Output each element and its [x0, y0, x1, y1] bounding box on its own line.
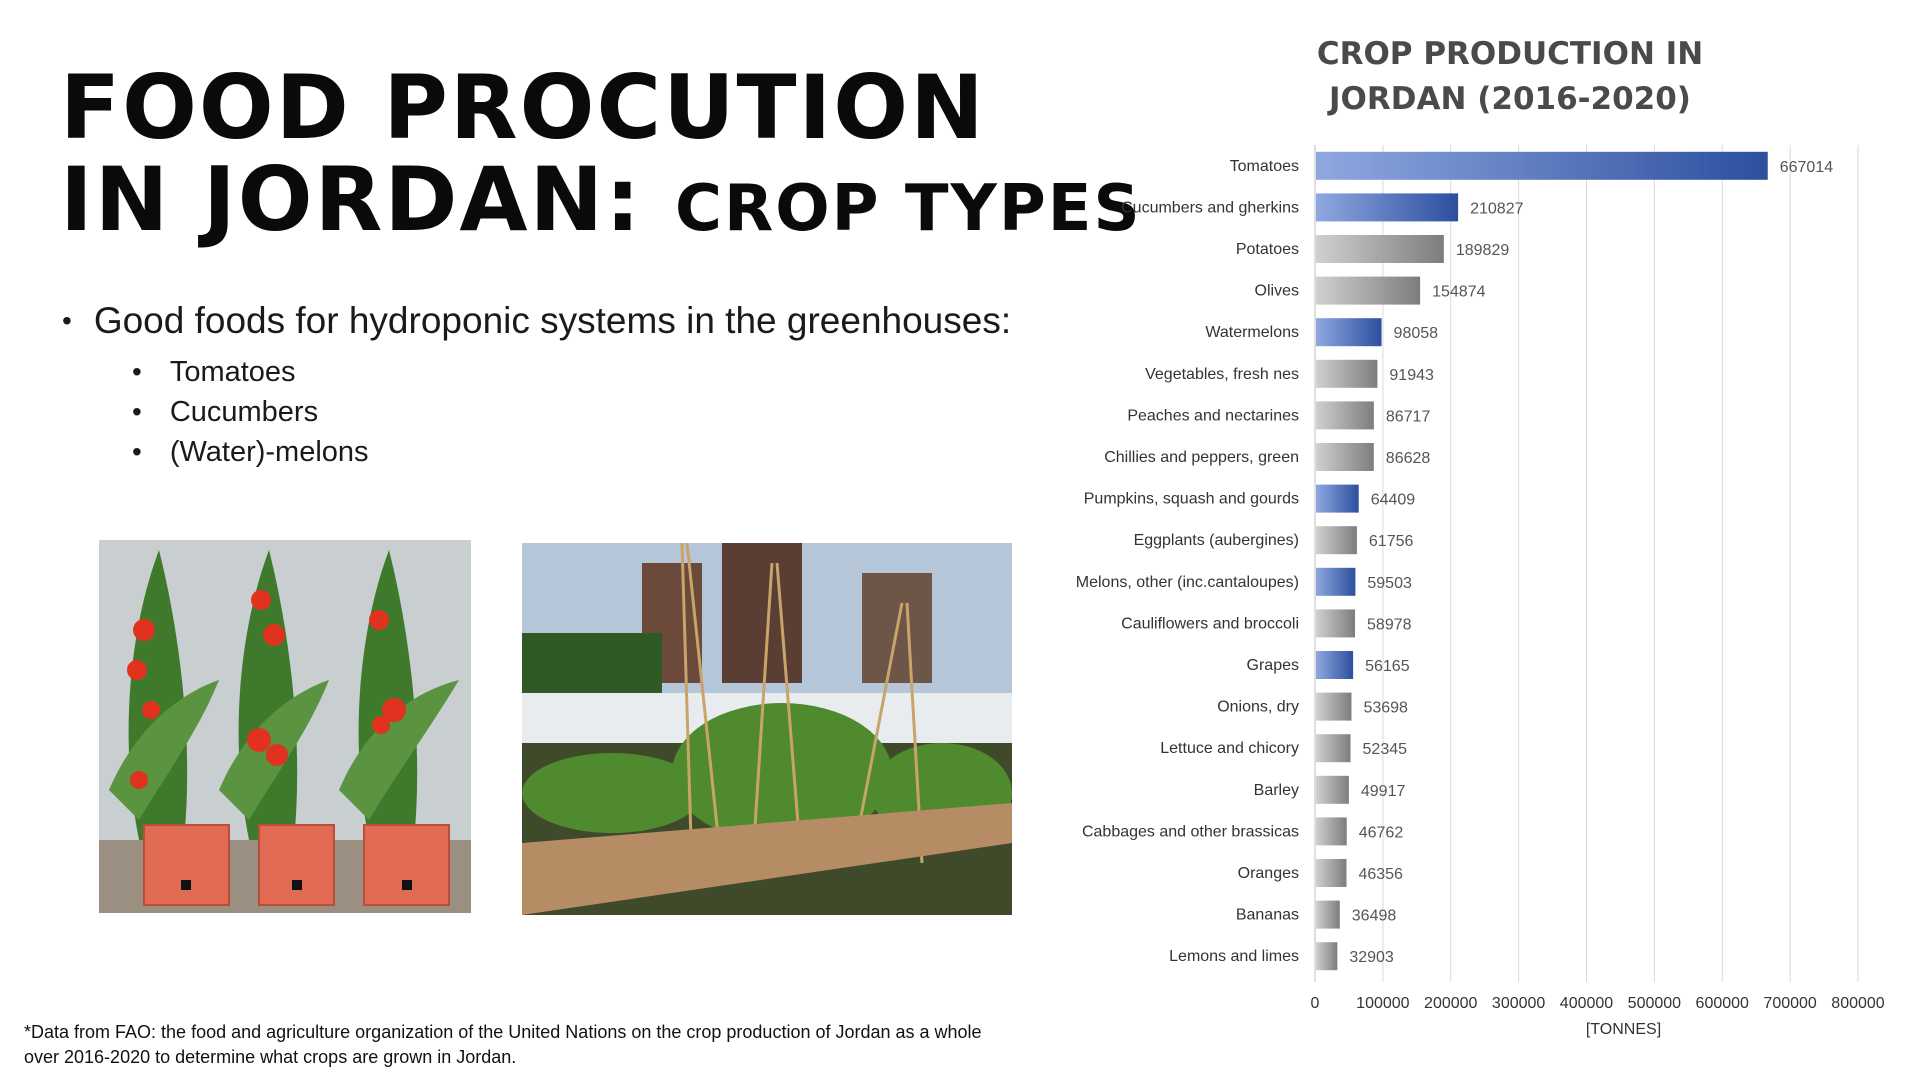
sub-bullet-list: • Tomatoes • Cucumbers • (Water)-melons: [132, 352, 1011, 472]
crop-production-bar-chart: Tomatoes 667014 Cucumbers and gherkins 2108…: [1076, 145, 1885, 1038]
sub-bullet-item: • Cucumbers: [132, 392, 1011, 432]
bar: [1316, 775, 1349, 804]
category-label: Watermelons: [1205, 324, 1299, 341]
bar: [1316, 484, 1359, 513]
sub-bullet-item: • Tomatoes: [132, 352, 1011, 392]
bar: [1316, 318, 1382, 347]
category-label: Chillies and peppers, green: [1104, 449, 1299, 466]
title-line-2a: IN JORDAN:: [60, 148, 643, 251]
rooftop-garden-photo: [522, 543, 1012, 915]
category-label: Onions, dry: [1217, 699, 1299, 716]
data-label: 56165: [1365, 658, 1410, 675]
category-label: Tomatoes: [1230, 158, 1299, 175]
bullet-dot-icon: •: [132, 436, 142, 467]
bar: [1316, 401, 1374, 430]
bar: [1316, 900, 1340, 929]
sub-bullet-item: • (Water)-melons: [132, 432, 1011, 472]
category-label: Cucumbers and gherkins: [1121, 199, 1299, 216]
data-label: 58978: [1367, 616, 1412, 633]
bar: [1316, 942, 1338, 971]
category-label: Cabbages and other brassicas: [1082, 823, 1299, 840]
category-label: Grapes: [1247, 657, 1299, 674]
data-label: 210827: [1470, 200, 1523, 217]
bar: [1316, 567, 1356, 596]
bar: [1316, 692, 1352, 721]
x-tick-label: 600000: [1696, 995, 1749, 1012]
bar: [1316, 734, 1351, 763]
bar: [1316, 359, 1378, 388]
chart-title-line-2: JORDAN (2016-2020): [1329, 81, 1691, 117]
bar: [1316, 859, 1347, 887]
sub-bullet-text: (Water)-melons: [169, 435, 369, 468]
x-tick-label: 700000: [1763, 995, 1816, 1012]
bar: [1316, 235, 1444, 263]
x-tick-label: 400000: [1560, 995, 1613, 1012]
bar: [1316, 609, 1356, 638]
category-label: Peaches and nectarines: [1127, 407, 1299, 424]
data-label: 46356: [1358, 866, 1403, 883]
category-label: Bananas: [1236, 907, 1299, 924]
data-label: 46762: [1359, 824, 1404, 841]
data-label: 667014: [1780, 159, 1833, 176]
chart-title-line-1: CROP PRODUCTION IN: [1316, 36, 1704, 72]
data-label: 36498: [1352, 908, 1397, 925]
x-tick-label: 300000: [1492, 995, 1545, 1012]
category-label: Lettuce and chicory: [1160, 740, 1299, 757]
category-label: Barley: [1254, 782, 1299, 799]
bar: [1316, 443, 1374, 471]
data-label: 154874: [1432, 284, 1485, 301]
category-label: Olives: [1255, 283, 1299, 300]
bullet-dot-icon: •: [62, 305, 72, 336]
bar: [1316, 193, 1459, 222]
bullet-dot-icon: •: [132, 396, 142, 427]
slide-title: FOOD PROCUTION IN JORDAN: CROP TYPES: [60, 62, 1142, 255]
bar: [1316, 817, 1347, 846]
data-label: 52345: [1363, 741, 1408, 758]
category-label: Potatoes: [1236, 241, 1299, 258]
title-line-1: FOOD PROCUTION: [60, 56, 986, 159]
footnote: *Data from FAO: the food and agriculture…: [24, 1022, 982, 1067]
x-tick-label: 800000: [1831, 995, 1884, 1012]
data-label: 91943: [1389, 367, 1434, 384]
data-label: 98058: [1394, 325, 1439, 342]
bullet-dot-icon: •: [132, 356, 142, 387]
x-tick-label: 0: [1311, 995, 1320, 1012]
chart-title: CROP PRODUCTION IN JORDAN (2016-2020): [1260, 32, 1760, 122]
tomato-plants-photo: [99, 540, 471, 913]
data-label: 64409: [1371, 492, 1416, 509]
data-label: 53698: [1363, 700, 1408, 717]
x-tick-label: 500000: [1628, 995, 1681, 1012]
sub-bullet-text: Tomatoes: [169, 355, 296, 388]
category-label: Pumpkins, squash and gourds: [1084, 491, 1299, 508]
x-tick-label: 100000: [1356, 995, 1409, 1012]
x-tick-label: 200000: [1424, 995, 1477, 1012]
category-label: Oranges: [1238, 865, 1299, 882]
data-label: 32903: [1349, 949, 1394, 966]
bullet-item: • Good foods for hydroponic systems in t…: [62, 300, 1011, 342]
bars: [1316, 151, 1768, 971]
data-label: 49917: [1361, 783, 1406, 800]
category-label: Lemons and limes: [1169, 948, 1299, 965]
bar: [1316, 276, 1421, 305]
bar: [1316, 526, 1357, 555]
data-label: 61756: [1369, 533, 1414, 550]
bar: [1316, 651, 1354, 679]
data-label: 86628: [1386, 450, 1431, 467]
category-label: Cauliflowers and broccoli: [1121, 615, 1299, 632]
data-label: 59503: [1367, 575, 1412, 592]
category-label: Vegetables, fresh nes: [1145, 366, 1299, 383]
bar: [1316, 151, 1768, 180]
title-line-2b: CROP TYPES: [674, 172, 1142, 246]
bullet-list: • Good foods for hydroponic systems in t…: [62, 300, 1011, 472]
labels: Tomatoes 667014 Cucumbers and gherkins 2108…: [1076, 158, 1885, 1038]
data-label: 86717: [1386, 408, 1431, 425]
sub-bullet-text: Cucumbers: [169, 395, 319, 428]
category-label: Melons, other (inc.cantaloupes): [1076, 574, 1299, 591]
data-label: 189829: [1456, 242, 1509, 259]
bullet-text: Good foods for hydroponic systems in the…: [93, 300, 1012, 341]
category-label: Eggplants (aubergines): [1134, 532, 1299, 549]
grid: [1314, 145, 1859, 982]
x-axis-label: [TONNES]: [1586, 1021, 1661, 1038]
